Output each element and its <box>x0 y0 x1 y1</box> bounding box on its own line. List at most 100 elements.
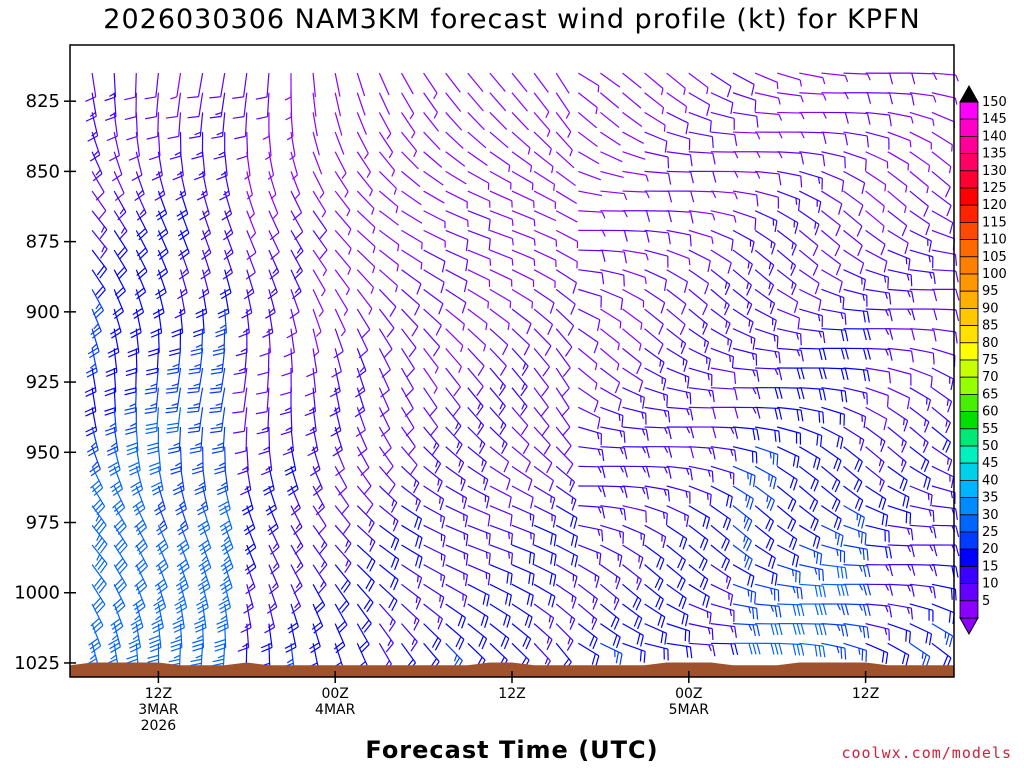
wind-barb <box>600 92 620 109</box>
wind-barb-flag <box>465 554 469 566</box>
wind-barb-flag <box>772 477 777 490</box>
wind-barb-flag <box>595 655 600 667</box>
wind-barb <box>666 603 689 627</box>
wind-barb-flag <box>707 260 711 273</box>
wind-barb <box>821 642 847 660</box>
wind-barb <box>240 466 252 496</box>
wind-barb <box>865 485 887 511</box>
colorbar-segment <box>959 600 979 619</box>
wind-barb-flag <box>613 596 617 604</box>
wind-barb-flag <box>437 478 440 486</box>
wind-barb-flag <box>752 624 756 636</box>
wind-barb-flag <box>833 516 839 528</box>
wind-barb-staff <box>379 210 399 226</box>
wind-barb-flag <box>255 411 268 415</box>
wind-barb-flag <box>96 604 106 614</box>
wind-barb-flag <box>223 536 230 542</box>
wind-barb <box>688 269 710 295</box>
wind-barb <box>243 269 255 300</box>
wind-barb <box>91 544 108 574</box>
wind-barb <box>151 603 164 634</box>
wind-barb-flag <box>684 106 688 114</box>
wind-barb-flag <box>947 401 953 413</box>
wind-barb-flag <box>132 634 139 640</box>
wind-barb-flag <box>199 563 210 571</box>
wind-barb-flag <box>859 437 862 445</box>
wind-barb <box>533 426 551 455</box>
colorbar-segment <box>959 531 979 550</box>
wind-barb <box>255 387 270 415</box>
wind-barb-staff <box>666 151 691 156</box>
wind-barb <box>555 485 577 511</box>
wind-barb-flag <box>270 288 277 294</box>
wind-barb-flag <box>334 426 341 432</box>
wind-barb-flag <box>771 557 776 570</box>
wind-barb-flag <box>502 614 508 626</box>
wind-barb-flag <box>198 539 209 548</box>
wind-barb-staff <box>777 426 801 434</box>
wind-barb-staff <box>268 485 278 509</box>
wind-barb-flag <box>573 576 578 588</box>
wind-barb <box>157 230 169 260</box>
wind-barb <box>246 171 253 200</box>
wind-barb <box>104 73 117 102</box>
wind-barb-flag <box>822 77 826 85</box>
colorbar-segment <box>959 462 979 481</box>
wind-barb <box>445 249 469 272</box>
wind-barb-flag <box>418 557 423 569</box>
wind-barb <box>555 210 578 223</box>
wind-barb-flag <box>817 314 821 322</box>
wind-barb-staff <box>268 210 280 233</box>
wind-barb-flag <box>774 408 779 420</box>
wind-barb-flag <box>922 442 929 454</box>
wind-barb <box>909 72 938 81</box>
wind-barb <box>151 151 163 181</box>
wind-barb <box>91 564 107 594</box>
wind-barb-flag <box>946 399 949 406</box>
wind-barb <box>887 642 910 667</box>
wind-barb-flag <box>596 319 601 332</box>
wind-barb-flag <box>438 303 444 315</box>
wind-barb <box>755 367 783 381</box>
wind-barb-flag <box>793 479 798 491</box>
wind-barb <box>211 112 226 139</box>
wind-barb <box>210 407 226 434</box>
wind-barb <box>666 524 688 550</box>
wind-barb <box>798 505 819 532</box>
colorbar-legend: 1501451401351301251201151101051009590858… <box>959 84 1007 636</box>
wind-barb-flag <box>265 466 272 471</box>
wind-barb-staff <box>865 623 890 630</box>
wind-barb-flag <box>862 626 866 638</box>
wind-barb <box>423 544 446 567</box>
wind-barb-staff <box>489 210 513 220</box>
wind-barb <box>489 485 512 509</box>
colorbar-label: 65 <box>982 387 999 402</box>
wind-barb <box>533 210 557 222</box>
wind-barb-flag <box>510 553 514 565</box>
wind-barb-staff <box>843 367 868 371</box>
wind-barb-staff <box>334 446 346 470</box>
wind-barb-flag <box>89 464 100 473</box>
wind-barb-flag <box>93 487 104 496</box>
wind-barb-flag <box>238 332 250 338</box>
wind-barb <box>600 131 621 146</box>
wind-barb <box>145 92 159 120</box>
wind-barb-flag <box>215 383 223 387</box>
wind-barb <box>821 387 848 403</box>
wind-barb-flag <box>595 107 598 115</box>
wind-barb <box>865 446 885 473</box>
wind-barb <box>334 583 350 614</box>
wind-barb-flag <box>363 485 372 496</box>
wind-barb-flag <box>344 562 352 573</box>
wind-barb-flag <box>746 284 752 296</box>
wind-barb <box>334 446 346 477</box>
wind-barb-flag <box>879 481 885 493</box>
wind-barb <box>909 446 930 473</box>
wind-barb <box>267 505 279 536</box>
wind-barb-flag <box>178 272 189 280</box>
wind-barb <box>710 210 737 223</box>
wind-barb-flag <box>306 371 318 378</box>
wind-barb-flag <box>333 406 340 412</box>
wind-barb-flag <box>108 638 119 646</box>
